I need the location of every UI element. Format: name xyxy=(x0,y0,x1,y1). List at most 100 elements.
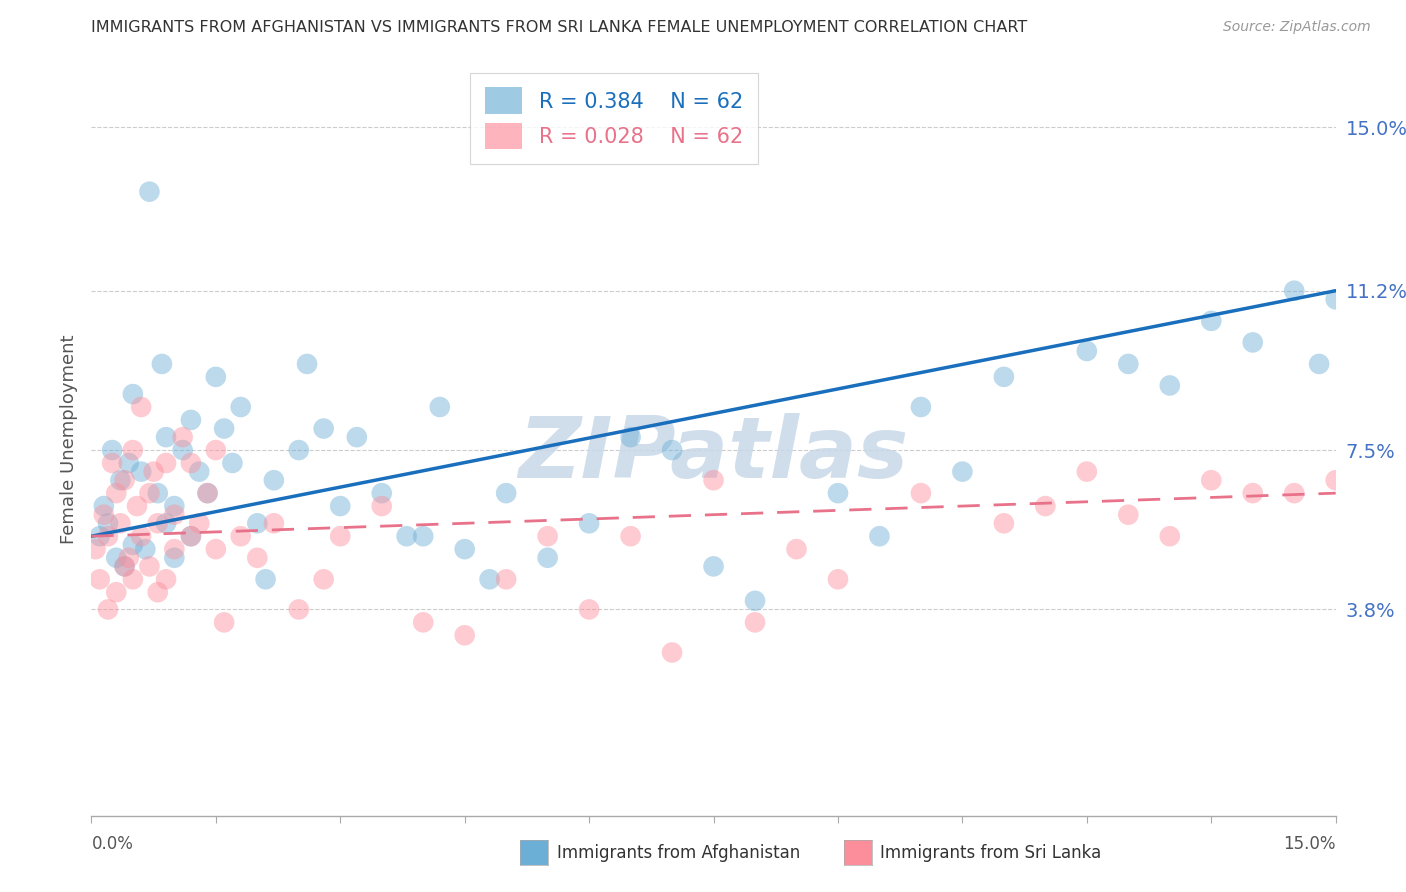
Point xyxy=(1118,508,1140,522)
Point xyxy=(118,456,141,470)
Point xyxy=(197,486,219,500)
Point xyxy=(1282,284,1305,298)
Point xyxy=(150,357,173,371)
Point xyxy=(93,508,115,522)
Point xyxy=(138,559,160,574)
Point xyxy=(180,529,202,543)
Point xyxy=(121,538,145,552)
Point xyxy=(312,421,335,435)
Point xyxy=(329,499,352,513)
Point xyxy=(263,473,285,487)
Point xyxy=(295,357,318,371)
Point xyxy=(1324,293,1347,307)
Point xyxy=(950,465,973,479)
Point xyxy=(205,542,228,557)
Point xyxy=(105,550,128,565)
Point xyxy=(1159,378,1181,392)
Point xyxy=(495,486,517,500)
Point xyxy=(869,529,891,543)
Point xyxy=(287,602,309,616)
Point xyxy=(453,628,475,642)
Point xyxy=(97,602,120,616)
Point xyxy=(188,516,211,531)
Text: 15.0%: 15.0% xyxy=(1284,835,1336,853)
Point xyxy=(312,572,335,586)
Point xyxy=(910,486,932,500)
Point xyxy=(138,486,160,500)
Point xyxy=(155,516,177,531)
Point xyxy=(371,486,394,500)
Point xyxy=(287,443,309,458)
Point xyxy=(229,529,252,543)
Point xyxy=(536,529,558,543)
Text: 0.0%: 0.0% xyxy=(91,835,134,853)
Point xyxy=(661,646,683,660)
Point xyxy=(138,185,160,199)
Point xyxy=(536,550,558,565)
Point xyxy=(395,529,418,543)
Point xyxy=(163,550,186,565)
Point xyxy=(172,430,194,444)
Point xyxy=(619,430,641,444)
Point xyxy=(180,529,202,543)
Point xyxy=(346,430,368,444)
Point xyxy=(619,529,641,543)
Point xyxy=(1076,344,1098,359)
Point xyxy=(578,516,600,531)
Point xyxy=(1201,314,1223,328)
Point xyxy=(744,594,766,608)
Point xyxy=(221,456,243,470)
Point xyxy=(129,400,152,414)
Point xyxy=(188,465,211,479)
Point xyxy=(254,572,277,586)
Point xyxy=(110,473,132,487)
Point xyxy=(453,542,475,557)
Text: ZIPatlas: ZIPatlas xyxy=(519,413,908,496)
Point xyxy=(172,443,194,458)
Point xyxy=(125,499,148,513)
Point xyxy=(146,486,169,500)
Legend: R = 0.384    N = 62, R = 0.028    N = 62: R = 0.384 N = 62, R = 0.028 N = 62 xyxy=(470,73,758,164)
Y-axis label: Female Unemployment: Female Unemployment xyxy=(59,334,77,544)
Point xyxy=(1118,357,1140,371)
Point xyxy=(197,486,219,500)
Point xyxy=(89,572,111,586)
Point xyxy=(163,499,186,513)
Point xyxy=(993,369,1015,384)
Point xyxy=(1282,486,1305,500)
Point xyxy=(114,473,136,487)
Point xyxy=(114,559,136,574)
Point xyxy=(97,529,120,543)
Point xyxy=(93,499,115,513)
Point xyxy=(1033,499,1057,513)
Point xyxy=(1241,335,1264,350)
Point xyxy=(146,516,169,531)
Point xyxy=(105,585,128,599)
Point xyxy=(114,559,136,574)
Point xyxy=(993,516,1015,531)
Point xyxy=(180,413,202,427)
Point xyxy=(146,585,169,599)
Point xyxy=(212,615,235,630)
Point xyxy=(744,615,766,630)
Point xyxy=(1201,473,1223,487)
Point xyxy=(155,572,177,586)
Point xyxy=(578,602,600,616)
Text: IMMIGRANTS FROM AFGHANISTAN VS IMMIGRANTS FROM SRI LANKA FEMALE UNEMPLOYMENT COR: IMMIGRANTS FROM AFGHANISTAN VS IMMIGRANT… xyxy=(91,20,1028,35)
Point xyxy=(180,456,202,470)
Text: Immigrants from Sri Lanka: Immigrants from Sri Lanka xyxy=(880,844,1101,862)
Point xyxy=(785,542,807,557)
Text: Immigrants from Afghanistan: Immigrants from Afghanistan xyxy=(557,844,800,862)
Point xyxy=(246,516,269,531)
Point xyxy=(212,421,235,435)
Point xyxy=(101,443,124,458)
Point xyxy=(827,572,849,586)
Point xyxy=(101,456,124,470)
Point xyxy=(121,572,145,586)
Point xyxy=(121,387,145,401)
Point xyxy=(702,473,725,487)
Point xyxy=(263,516,285,531)
Point xyxy=(661,443,683,458)
Point xyxy=(1159,529,1181,543)
Point xyxy=(163,508,186,522)
